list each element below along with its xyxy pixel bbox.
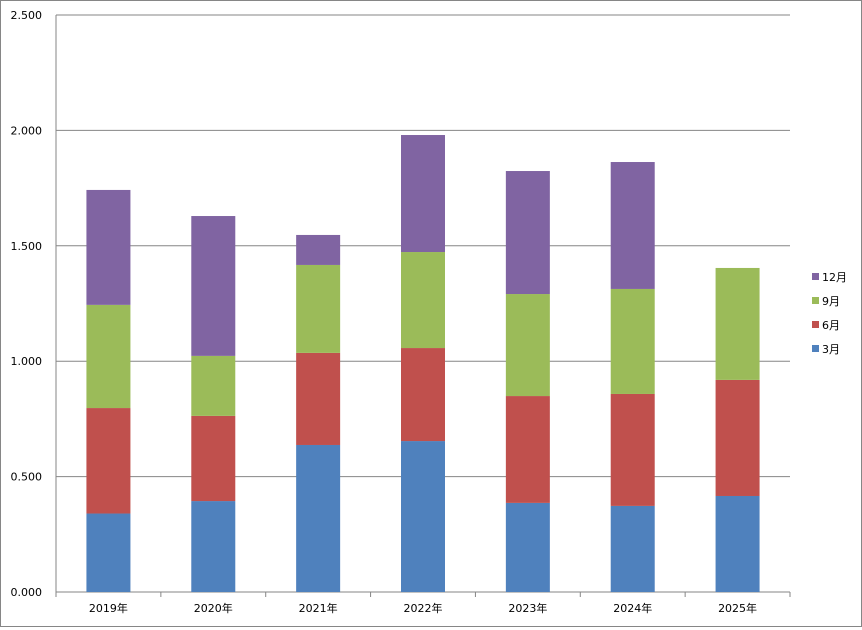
bar-segment-12月-2020年 — [191, 216, 236, 356]
bar-segment-6月-2022年 — [401, 348, 445, 442]
x-tick-label: 2022年 — [404, 601, 443, 615]
bar-segment-6月-2025年 — [715, 379, 760, 496]
bar-segment-9月-2022年 — [401, 252, 445, 349]
bar-segment-6月-2020年 — [191, 415, 236, 502]
bar-segment-12月-2022年 — [401, 135, 445, 253]
bar-segment-12月-2021年 — [296, 234, 341, 265]
bar-segment-3月-2022年 — [401, 441, 445, 592]
bar-segment-3月-2019年 — [86, 513, 131, 592]
bar-segment-12月-2023年 — [505, 171, 550, 295]
legend-label: 9月 — [822, 295, 840, 308]
x-tick-label: 2023年 — [508, 601, 547, 615]
legend-swatch — [812, 297, 819, 304]
bar-segment-9月-2021年 — [296, 264, 341, 353]
y-tick-label: 0.000 — [11, 586, 43, 599]
x-tick-label: 2024年 — [613, 601, 652, 615]
legend-label: 12月 — [822, 271, 847, 284]
x-tick-label: 2025年 — [718, 601, 757, 615]
bar-segment-9月-2024年 — [610, 288, 655, 394]
y-tick-label: 2.500 — [11, 9, 43, 22]
legend-label: 3月 — [822, 343, 840, 356]
legend-swatch — [812, 273, 819, 280]
y-tick-label: 1.000 — [11, 355, 43, 368]
bar-segment-6月-2024年 — [610, 393, 655, 506]
bar-segment-6月-2023年 — [505, 396, 550, 503]
bar-segment-6月-2019年 — [86, 408, 131, 514]
bar-segment-3月-2021年 — [296, 444, 341, 592]
bar-segment-3月-2020年 — [191, 501, 236, 592]
x-tick-label: 2019年 — [89, 601, 128, 615]
y-tick-label: 1.500 — [11, 240, 43, 253]
y-tick-label: 0.500 — [11, 471, 43, 484]
legend-swatch — [812, 345, 819, 352]
legend-label: 6月 — [822, 319, 840, 332]
bar-segment-12月-2019年 — [86, 189, 131, 305]
x-tick-label: 2020年 — [194, 601, 233, 615]
bar-segment-12月-2024年 — [610, 162, 655, 289]
bar-segment-3月-2025年 — [715, 495, 760, 592]
bar-segment-3月-2023年 — [505, 502, 550, 592]
bar-segment-9月-2023年 — [505, 294, 550, 397]
bar-segment-3月-2024年 — [610, 505, 655, 592]
legend: 12月 9月 6月 3月 — [812, 271, 847, 356]
bar-segment-9月-2025年 — [715, 267, 760, 380]
bar-segment-9月-2020年 — [191, 355, 236, 416]
y-tick-label: 2.000 — [11, 124, 43, 137]
legend-swatch — [812, 321, 819, 328]
x-tick-label: 2021年 — [299, 601, 338, 615]
bar-segment-9月-2019年 — [86, 304, 131, 409]
bar-segment-6月-2021年 — [296, 352, 341, 445]
